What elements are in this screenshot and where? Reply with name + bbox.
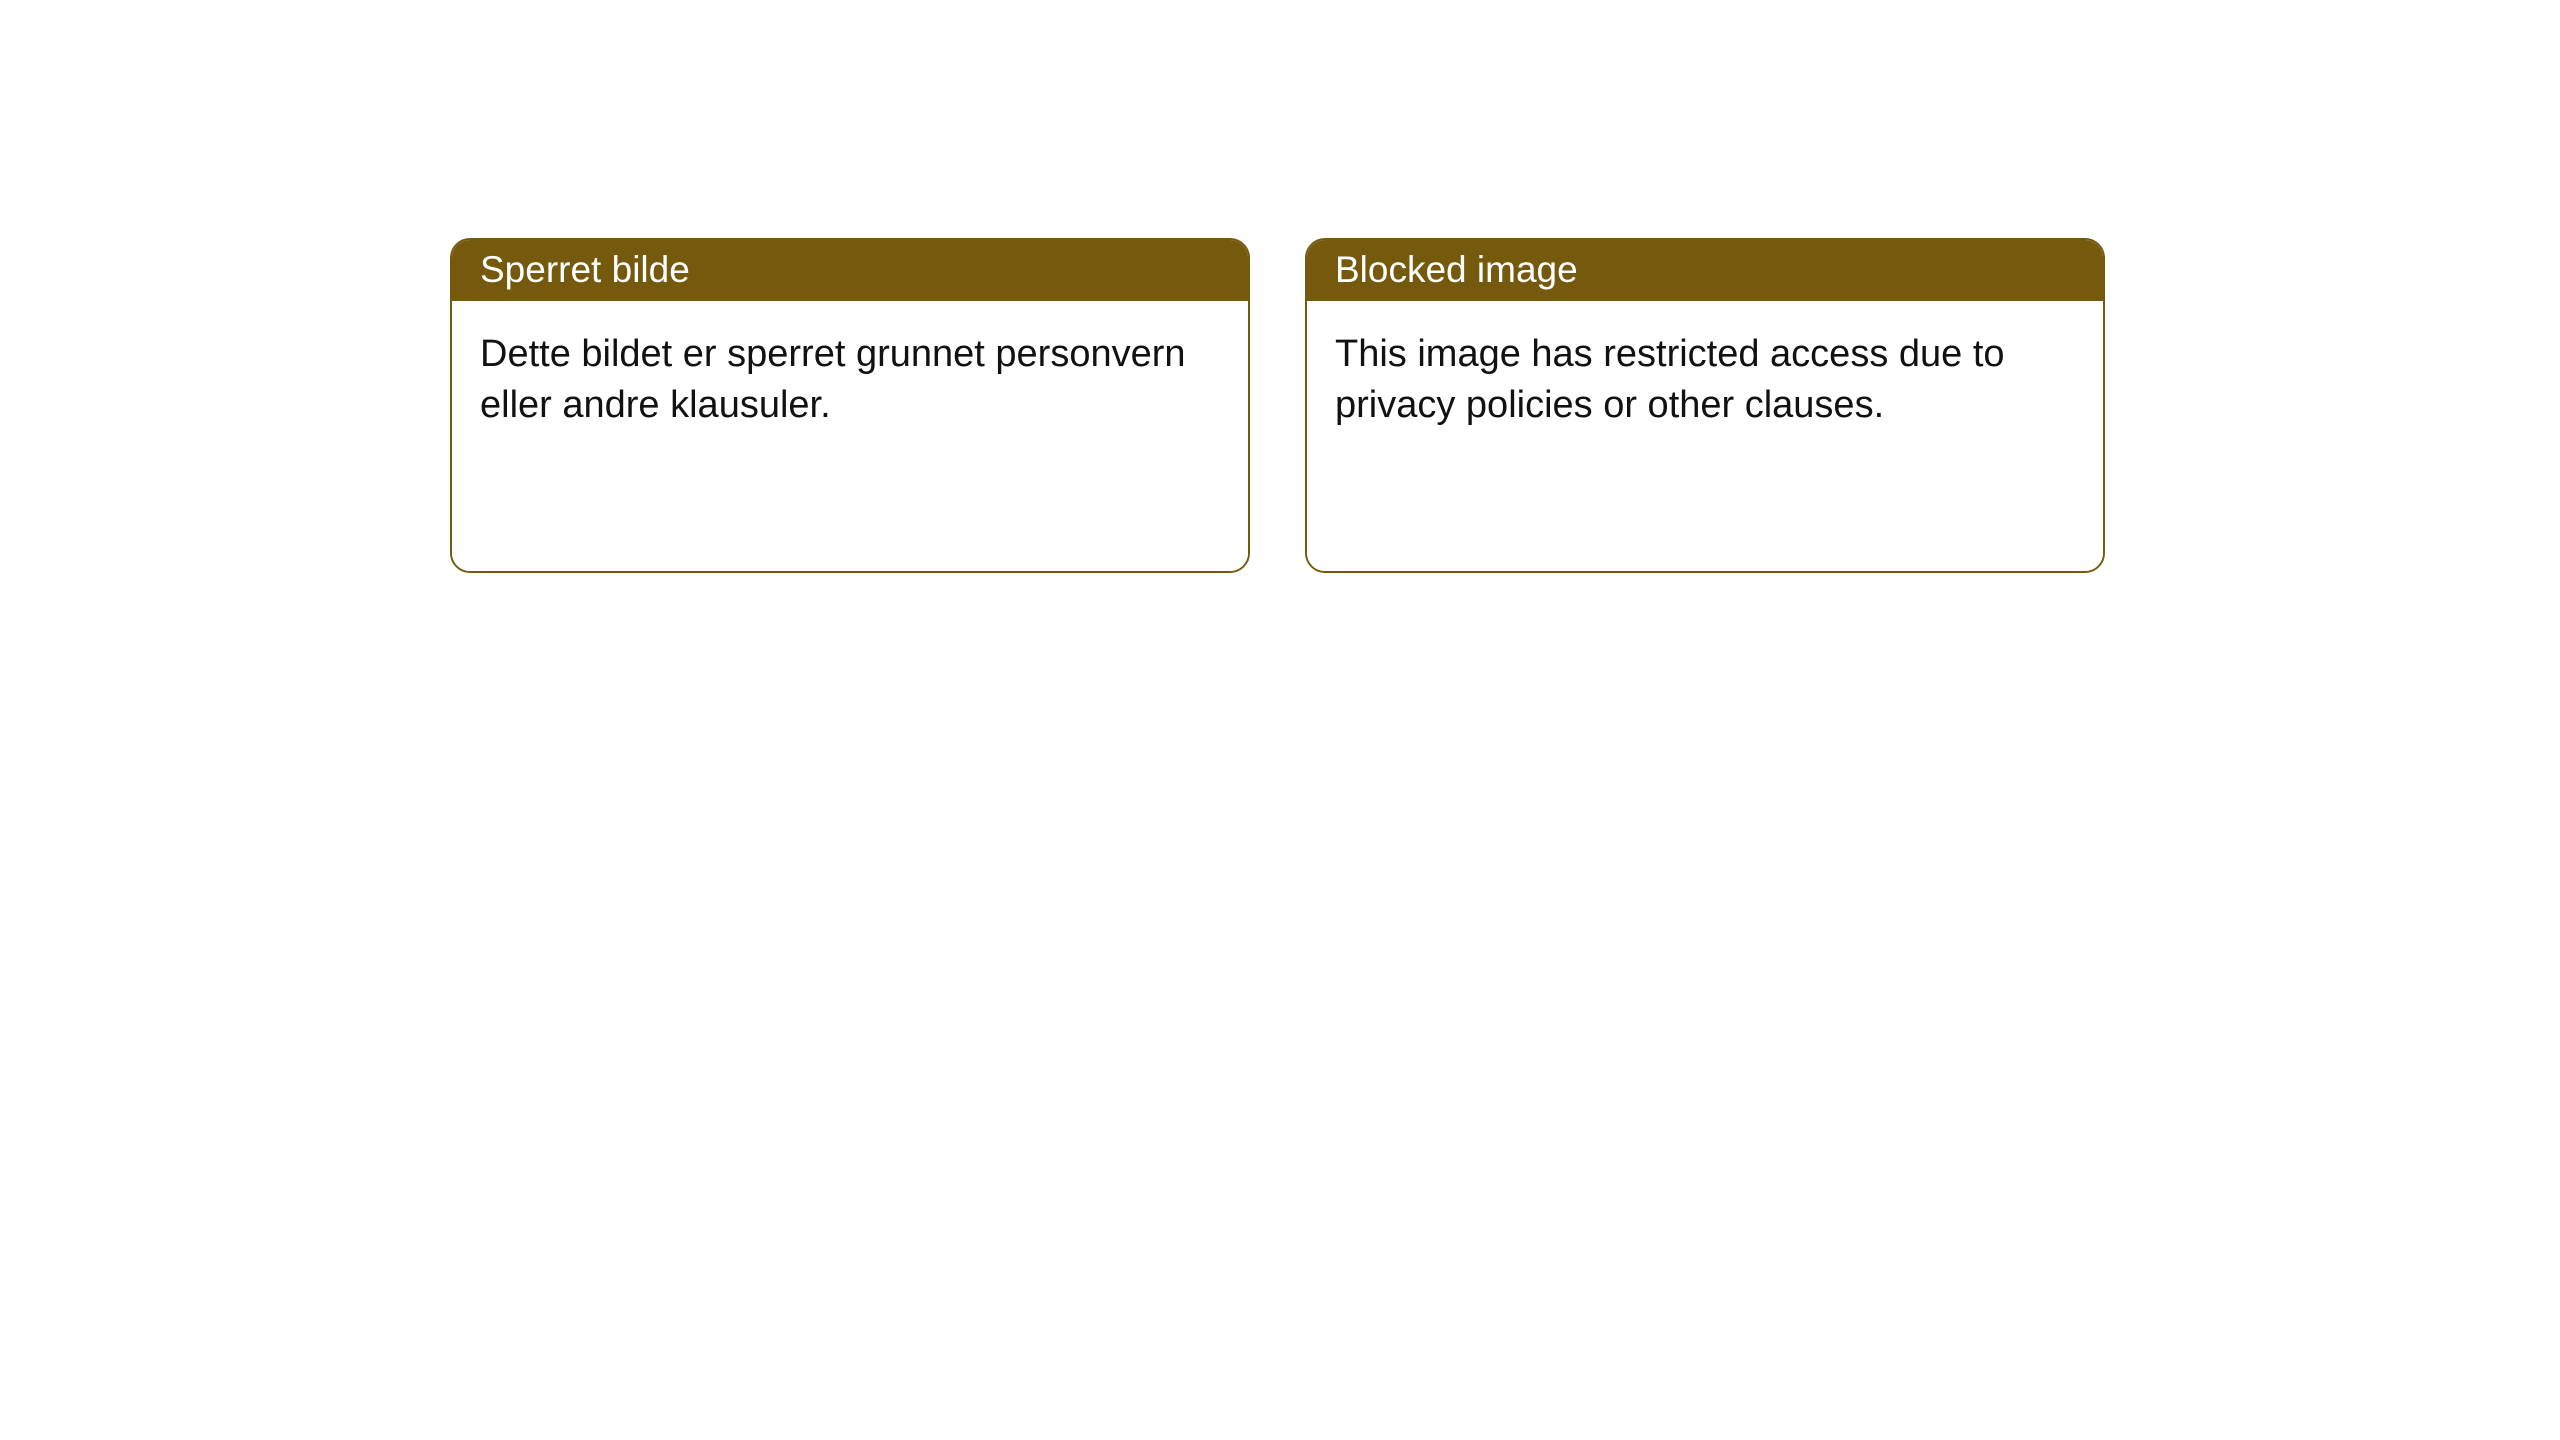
notice-title-no: Sperret bilde bbox=[480, 249, 690, 290]
notice-title-en: Blocked image bbox=[1335, 249, 1578, 290]
notice-header-no: Sperret bilde bbox=[452, 240, 1248, 301]
notice-card-en: Blocked image This image has restricted … bbox=[1305, 238, 2105, 573]
notice-body-en: This image has restricted access due to … bbox=[1307, 301, 2103, 571]
notice-card-no: Sperret bilde Dette bildet er sperret gr… bbox=[450, 238, 1250, 573]
notice-message-no: Dette bildet er sperret grunnet personve… bbox=[480, 333, 1186, 426]
notice-header-en: Blocked image bbox=[1307, 240, 2103, 301]
notice-message-en: This image has restricted access due to … bbox=[1335, 333, 2005, 426]
notice-container: Sperret bilde Dette bildet er sperret gr… bbox=[450, 238, 2105, 573]
notice-body-no: Dette bildet er sperret grunnet personve… bbox=[452, 301, 1248, 571]
